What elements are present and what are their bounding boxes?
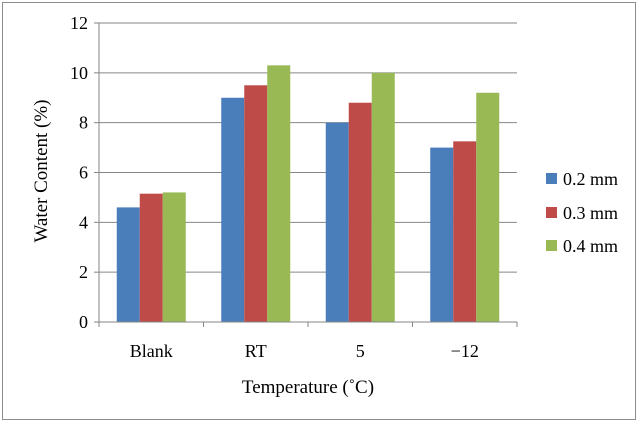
y-tick-label: 4 xyxy=(79,212,88,232)
bar-0_2mm-1 xyxy=(221,97,245,322)
y-tick-labels: 0 2 4 6 8 10 12 xyxy=(70,13,88,332)
legend-swatch xyxy=(546,240,557,251)
x-category-label: Blank xyxy=(130,341,173,361)
x-category-label: −12 xyxy=(451,341,479,361)
x-category-label: RT xyxy=(245,341,267,361)
y-tick-label: 2 xyxy=(79,262,88,282)
bar-0_3mm-0 xyxy=(139,193,163,322)
x-category-labels: Blank RT 5 −12 xyxy=(130,341,479,361)
bar-0_3mm-3 xyxy=(453,141,477,322)
legend-swatch xyxy=(546,207,557,218)
bar-0_2mm-3 xyxy=(430,147,454,322)
legend-label: 0.2 mm xyxy=(563,169,618,189)
bars xyxy=(116,65,500,323)
bar-0_4mm-1 xyxy=(267,65,291,322)
y-tick-label: 12 xyxy=(70,13,88,33)
bar-0_3mm-1 xyxy=(244,85,268,323)
bar-0_2mm-2 xyxy=(325,122,349,323)
axes xyxy=(98,23,518,327)
legend-label: 0.3 mm xyxy=(563,203,618,223)
legend-swatch xyxy=(546,173,557,184)
y-tick-label: 10 xyxy=(70,63,88,83)
bar-0_4mm-0 xyxy=(162,192,186,322)
y-axis-title: Water Content (%) xyxy=(31,99,52,242)
bar-0_2mm-0 xyxy=(116,207,140,322)
y-tick-label: 0 xyxy=(79,312,88,332)
bar-0_4mm-2 xyxy=(371,72,395,322)
y-tick-label: 6 xyxy=(79,163,88,183)
bar-0_3mm-2 xyxy=(348,102,372,322)
chart-frame xyxy=(2,2,636,420)
legend-label: 0.4 mm xyxy=(563,236,618,256)
bar-0_4mm-3 xyxy=(476,92,500,323)
legend: 0.2 mm 0.3 mm 0.4 mm xyxy=(546,169,618,256)
x-category-label: 5 xyxy=(356,341,365,361)
y-tick-label: 8 xyxy=(79,113,88,133)
x-axis-title: Temperature (˚C) xyxy=(242,377,374,398)
